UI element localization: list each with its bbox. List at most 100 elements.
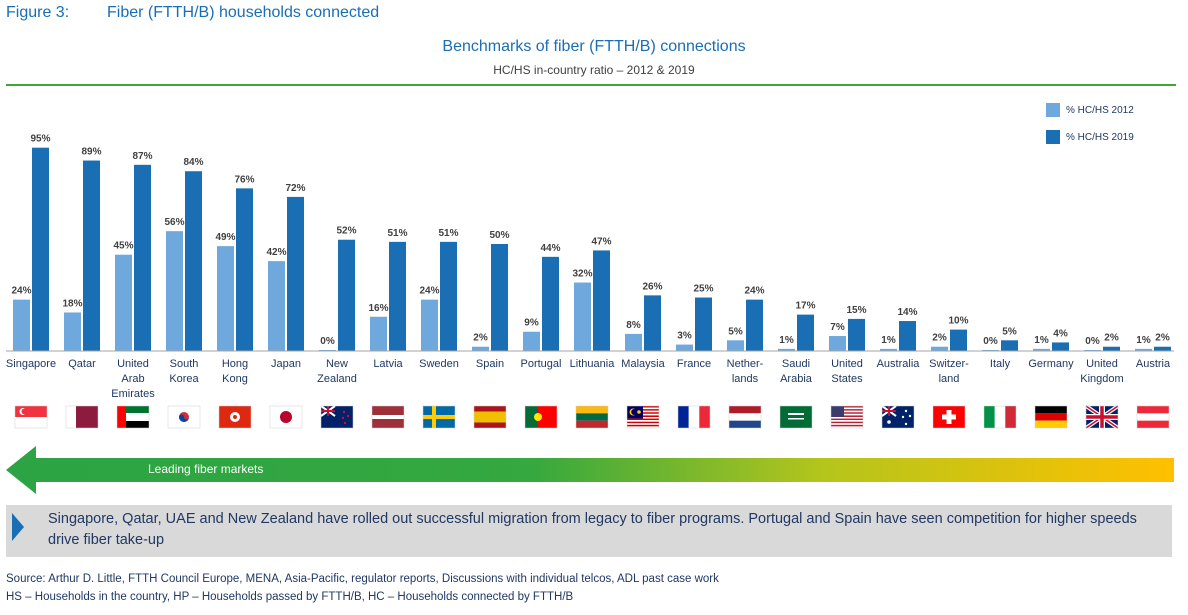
bar-2012-latvia [370,316,387,351]
category-label-germany: Germany [1028,358,1074,370]
data-label-2019-united-kingdom: 2% [1104,333,1119,344]
category-label-hong-kong: Hong Kong [222,358,248,385]
figure-title: Fiber (FTTH/B) households connected [107,4,380,21]
chart-subtitle: HC/HS in-country ratio – 2012 & 2019 [493,63,695,77]
germany-flag-icon [1034,405,1068,429]
data-label-2019-germany: 4% [1053,328,1068,339]
bar-2019-south-korea [185,171,202,351]
italy-flag-icon [983,405,1017,429]
bar-2019-latvia [389,241,406,351]
bar-2019-saudi-arabia [797,314,814,351]
category-label-new-zealand: New Zealand [317,358,357,385]
hong-kong-flag-icon [218,405,252,429]
data-label-2012-france: 3% [677,331,692,342]
chart-legend: % HC/HS 2012 % HC/HS 2019 [1046,103,1134,157]
data-label-2012-south-korea: 56% [164,217,184,228]
bar-2012-portugal [523,331,540,351]
legend-label-2019: % HC/HS 2019 [1066,131,1134,143]
data-label-2012-portugal: 9% [524,318,539,329]
bar-2019-nether-lands [746,299,763,351]
data-label-2019-hong-kong: 76% [234,174,254,185]
bar-2019-germany [1052,342,1069,351]
data-label-2019-singapore: 95% [30,134,50,145]
bar-2012-france [676,344,693,351]
leading-markets-arrow [6,446,1174,494]
data-label-2012-spain: 2% [473,333,488,344]
data-label-2019-switzer-land: 10% [948,316,968,327]
qatar-flag-icon [65,405,99,429]
data-label-2012-malaysia: 8% [626,320,641,331]
data-label-2019-france: 25% [693,284,713,295]
data-label-2019-latvia: 51% [387,228,407,239]
lithuania-flag-icon [575,405,609,429]
data-label-2019-australia: 14% [897,307,917,318]
data-label-2012-italy: 0% [983,336,998,347]
category-label-lithuania: Lithuania [570,358,616,370]
bar-2012-qatar [64,312,81,351]
data-label-2012-latvia: 16% [368,303,388,314]
chart-title: Benchmarks of fiber (FTTH/B) connections [442,38,746,55]
south-korea-flag-icon [167,405,201,429]
data-label-2012-nether-lands: 5% [728,326,743,337]
data-label-2019-spain: 50% [489,230,509,241]
data-label-2012-united-states: 7% [830,322,845,333]
data-label-2012-united-arab-emirates: 45% [113,241,133,252]
callout-box [6,505,1172,557]
legend-item-2019: % HC/HS 2019 [1046,130,1134,144]
data-label-2019-saudi-arabia: 17% [795,301,815,312]
category-label-united-states: United States [831,358,863,385]
bar-2019-new-zealand [338,239,355,351]
data-label-2019-portugal: 44% [540,243,560,254]
category-label-singapore: Singapore [6,358,56,370]
latvia-flag-icon [371,405,405,429]
data-label-2019-malaysia: 26% [642,281,662,292]
legend-item-2012: % HC/HS 2012 [1046,103,1134,117]
bar-2019-austria [1154,346,1171,351]
data-label-2019-united-arab-emirates: 87% [132,151,152,162]
data-label-2019-nether-lands: 24% [744,286,764,297]
bar-2012-malaysia [625,333,642,351]
title-divider [6,84,1176,86]
category-label-france: France [677,358,711,370]
category-label-australia: Australia [877,358,921,370]
category-label-malaysia: Malaysia [621,358,665,370]
bar-2012-saudi-arabia [778,348,795,351]
bar-2012-nether-lands [727,340,744,351]
united-states-flag-icon [830,405,864,429]
bar-2012-spain [472,346,489,351]
bar-2012-singapore [13,299,30,351]
data-label-2012-lithuania: 32% [572,269,592,280]
data-label-2012-hong-kong: 49% [215,232,235,243]
bar-2019-spain [491,244,508,351]
figure-label: Figure 3: [6,4,70,21]
bar-2019-united-arab-emirates [134,164,151,351]
callout-text: Singapore, Qatar, UAE and New Zealand ha… [48,511,1137,548]
malaysia-flag-icon [626,405,660,429]
bar-2012-germany [1033,348,1050,351]
data-label-2019-lithuania: 47% [591,236,611,247]
austria-flag-icon [1136,405,1170,429]
category-label-spain: Spain [476,358,504,370]
data-label-2012-switzer-land: 2% [932,333,947,344]
category-label-latvia: Latvia [373,358,403,370]
data-label-2019-qatar: 89% [81,147,101,158]
bar-2019-singapore [32,147,49,351]
data-label-2012-united-kingdom: 0% [1085,336,1100,347]
japan-flag-icon [269,405,303,429]
category-label-united-kingdom: United Kingdom [1080,358,1123,385]
united-kingdom-flag-icon [1084,404,1120,430]
bar-2012-lithuania [574,282,591,351]
bar-2012-south-korea [166,231,183,351]
spain-flag-icon [473,405,507,429]
bar-2019-lithuania [593,250,610,351]
data-label-2012-austria: 1% [1136,335,1151,346]
legend-label-2012: % HC/HS 2012 [1066,104,1134,116]
callout-arrow-icon [12,513,24,541]
data-label-2019-united-states: 15% [846,305,866,316]
data-label-2012-japan: 42% [266,247,286,258]
france-flag-icon [677,405,711,429]
bar-2012-united-states [829,336,846,351]
switzerland-flag-icon [932,405,966,429]
portugal-flag-icon [524,405,558,429]
category-label-portugal: Portugal [521,358,562,370]
